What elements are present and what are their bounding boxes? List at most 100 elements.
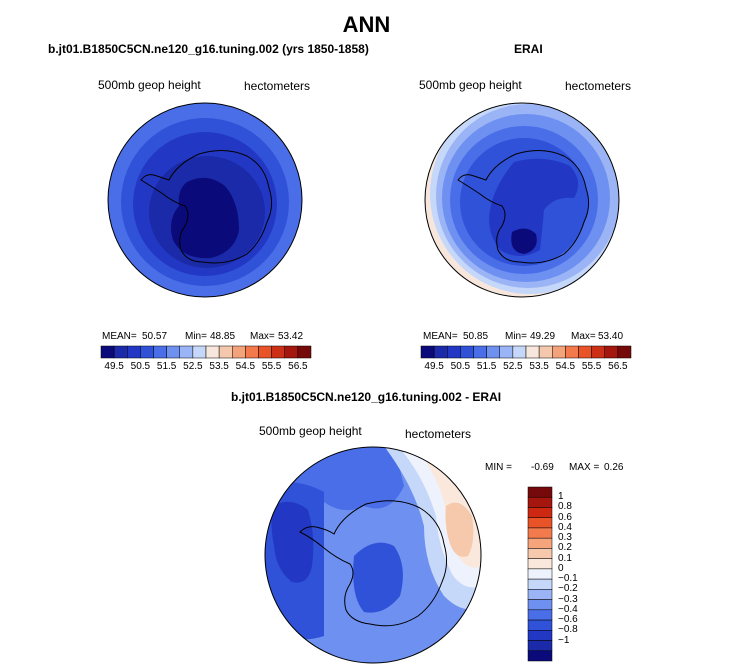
colorbar-swatch <box>245 345 259 359</box>
colorbar-tick-label: 0.6 <box>558 511 572 523</box>
panel1-max-label: Max= <box>250 331 275 342</box>
colorbar-tick-label: 49.5 <box>424 361 444 372</box>
colorbar-tick-label: 51.5 <box>156 361 177 372</box>
colorbar-tick-label: 56.5 <box>608 361 628 372</box>
colorbar-swatch <box>113 345 128 359</box>
colorbar-tick-label: −1 <box>558 634 570 646</box>
panel2-title: ERAI <box>514 42 543 56</box>
panel3-antarctica-coastline <box>299 500 448 627</box>
panel3-units-label: hectometers <box>405 427 472 441</box>
colorbar-swatch <box>604 345 619 359</box>
panel3-contour-band <box>353 542 403 613</box>
colorbar-tick-label: 0.3 <box>558 532 572 544</box>
colorbar-tick-label: 0.8 <box>558 501 572 513</box>
colorbar-swatch <box>527 548 553 559</box>
colorbar-tick-label: 0.1 <box>558 552 572 564</box>
colorbar-swatch <box>527 527 553 539</box>
colorbar-swatch <box>179 345 194 359</box>
panel2-antarctica-coastline <box>457 150 590 264</box>
colorbar-swatch <box>527 496 553 508</box>
colorbar-tick-label: 50.5 <box>450 361 471 372</box>
colorbar-swatch <box>525 345 540 359</box>
colorbar-tick-label: −0.3 <box>558 593 578 605</box>
colorbar-swatch <box>512 345 527 359</box>
panel3-contour-band <box>271 501 314 583</box>
colorbar-swatch <box>420 345 435 359</box>
colorbar-swatch <box>486 345 500 359</box>
colorbar-swatch <box>527 640 553 652</box>
panel1-title: b.jt01.B1850C5CN.ne120_g16.tuning.002 (y… <box>48 42 369 56</box>
colorbar-swatch <box>527 630 553 641</box>
colorbar-swatch <box>527 609 553 621</box>
colorbar-swatch <box>527 558 553 570</box>
panel2-map-boundary <box>424 102 620 298</box>
panel1-max-value: 53.42 <box>278 331 304 342</box>
colorbar-swatch <box>552 345 566 359</box>
panel2-contour-band <box>489 158 579 256</box>
colorbar-tick-label: 55.5 <box>261 361 282 372</box>
colorbar-tick-label: 53.5 <box>529 361 549 372</box>
panel1-map-boundary <box>107 102 303 298</box>
colorbar-tick-label: 54.5 <box>555 361 576 372</box>
colorbar-tick-label: −0.8 <box>558 624 578 636</box>
panel3-colorbar <box>527 486 553 662</box>
colorbar-tick-label: −0.4 <box>558 603 578 615</box>
panel1-mean-label: MEAN= <box>102 331 137 342</box>
colorbar-swatch <box>527 517 553 529</box>
colorbar-swatch <box>527 619 553 631</box>
colorbar-swatch <box>527 486 553 498</box>
panel1-mean-value: 50.57 <box>142 331 168 342</box>
colorbar-swatch <box>284 345 299 359</box>
colorbar-tick-label: 49.5 <box>104 361 124 372</box>
colorbar-swatch <box>447 345 461 359</box>
colorbar-tick-label: 56.5 <box>288 361 308 372</box>
colorbar-tick-label: 51.5 <box>476 361 497 372</box>
panel1-colorbar <box>100 345 312 359</box>
panel2-min-value: 49.29 <box>530 331 556 342</box>
colorbar-swatch <box>538 345 553 359</box>
panel2-units-label: hectometers <box>565 79 632 93</box>
panel2-contour-band <box>511 228 537 254</box>
panel3-map-boundary <box>264 446 482 664</box>
colorbar-swatch <box>153 345 167 359</box>
panel2-map <box>424 102 620 298</box>
colorbar-swatch <box>499 345 514 359</box>
colorbar-swatch <box>591 345 605 359</box>
panel3-contour-band <box>445 502 474 557</box>
colorbar-tick-label: 50.5 <box>130 361 151 372</box>
panel1-min-value: 48.85 <box>210 331 236 342</box>
panel1-map <box>107 102 303 298</box>
colorbar-tick-label: 1 <box>558 491 564 503</box>
colorbar-swatch <box>527 568 553 580</box>
colorbar-swatch <box>460 345 474 359</box>
colorbar-tick-label: 0 <box>558 562 564 574</box>
colorbar-swatch <box>232 345 246 359</box>
colorbar-swatch <box>258 345 272 359</box>
colorbar-swatch <box>127 345 141 359</box>
panel3-title: b.jt01.B1850C5CN.ne120_g16.tuning.002 - … <box>231 390 502 404</box>
colorbar-swatch <box>473 345 487 359</box>
colorbar-swatch <box>527 578 553 590</box>
panel1-min-label: Min= <box>185 331 207 342</box>
colorbar-swatch <box>527 537 553 549</box>
figure-title: ANN <box>342 12 391 37</box>
panel3-min-value: -0.69 <box>531 462 554 473</box>
panel2-min-label: Min= <box>505 331 527 342</box>
colorbar-tick-label: 0.2 <box>558 542 572 554</box>
panel3-min-label: MIN = <box>485 462 512 473</box>
colorbar-swatch <box>527 589 553 600</box>
colorbar-swatch <box>271 345 285 359</box>
colorbar-swatch <box>527 599 553 611</box>
panel3-max-label: MAX = <box>569 462 600 473</box>
panel2-mean-value: 50.85 <box>463 331 489 342</box>
colorbar-swatch <box>140 345 154 359</box>
panel3-map <box>264 446 482 664</box>
panel2-max-label: Max= <box>571 331 596 342</box>
colorbar-tick-label: 52.5 <box>503 361 523 372</box>
colorbar-swatch <box>192 345 207 359</box>
colorbar-tick-label: 52.5 <box>183 361 203 372</box>
panel2-mean-label: MEAN= <box>423 331 458 342</box>
colorbar-swatch <box>166 345 180 359</box>
colorbar-swatch <box>205 345 220 359</box>
panel3-max-value: 0.26 <box>604 462 624 473</box>
